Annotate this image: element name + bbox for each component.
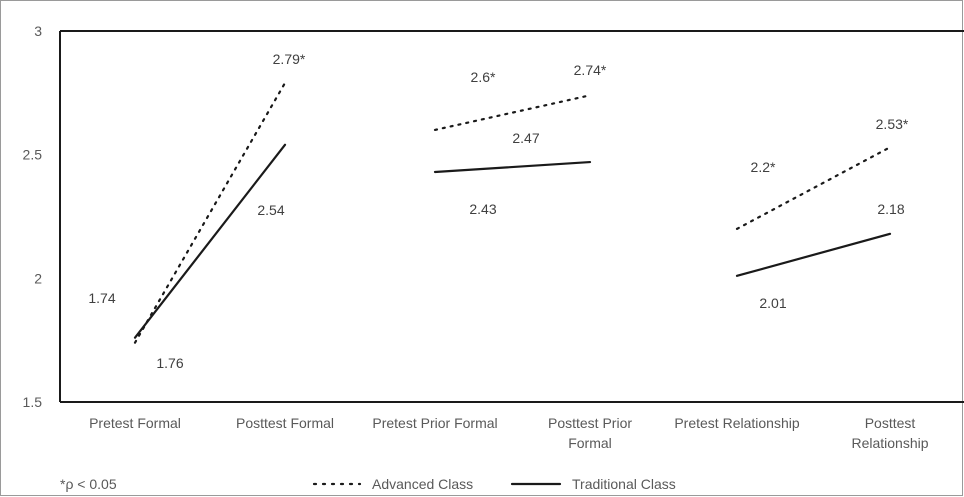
series-layer — [133, 81, 892, 344]
data-label: 2.01 — [759, 295, 786, 311]
x-tick-label: Formal — [568, 435, 612, 451]
significance-note: *ρ < 0.05 — [60, 476, 117, 492]
y-axis-ticks: 3 2.5 2 1.5 — [23, 23, 43, 410]
traditional-series-segment — [735, 232, 892, 277]
x-tick-label: Relationship — [851, 435, 928, 451]
data-label: 2.79* — [273, 51, 306, 67]
data-label: 2.43 — [469, 201, 496, 217]
x-tick-label: Pretest Prior Formal — [372, 415, 497, 431]
y-tick-label: 1.5 — [23, 394, 43, 410]
data-label: 2.2* — [751, 159, 776, 175]
y-tick-label: 3 — [34, 23, 42, 39]
legend: Advanced Class Traditional Class — [312, 476, 676, 492]
data-label: 2.6* — [471, 69, 496, 85]
data-labels: 1.74 2.79* 1.76 2.54 2.6* 2.74* 2.43 2.47 2.2* 2.… — [88, 51, 909, 371]
advanced-series-segment — [133, 81, 287, 344]
data-label: 2.18 — [877, 201, 904, 217]
x-tick-label: Pretest Formal — [89, 415, 181, 431]
advanced-series-segment — [433, 94, 592, 132]
advanced-series-segment — [735, 146, 892, 230]
data-label: 2.54 — [257, 202, 284, 218]
plot-area — [59, 30, 964, 403]
data-label: 2.47 — [512, 130, 539, 146]
x-tick-label: Pretest Relationship — [674, 415, 800, 431]
y-tick-label: 2.5 — [23, 147, 43, 163]
traditional-series-segment — [133, 143, 287, 339]
data-label: 2.53* — [876, 116, 909, 132]
legend-label: Advanced Class — [372, 476, 473, 492]
x-tick-label: Posttest — [865, 415, 916, 431]
traditional-series-segment — [433, 160, 592, 174]
data-label: 1.74 — [88, 290, 115, 306]
y-tick-label: 2 — [34, 270, 42, 286]
x-tick-label: Posttest Prior — [548, 415, 632, 431]
data-label: 1.76 — [156, 355, 183, 371]
data-label: 2.74* — [574, 62, 607, 78]
x-tick-label: Posttest Formal — [236, 415, 334, 431]
x-axis-ticks: Pretest Formal Posttest Formal Pretest Pri… — [89, 415, 929, 451]
legend-label: Traditional Class — [572, 476, 676, 492]
